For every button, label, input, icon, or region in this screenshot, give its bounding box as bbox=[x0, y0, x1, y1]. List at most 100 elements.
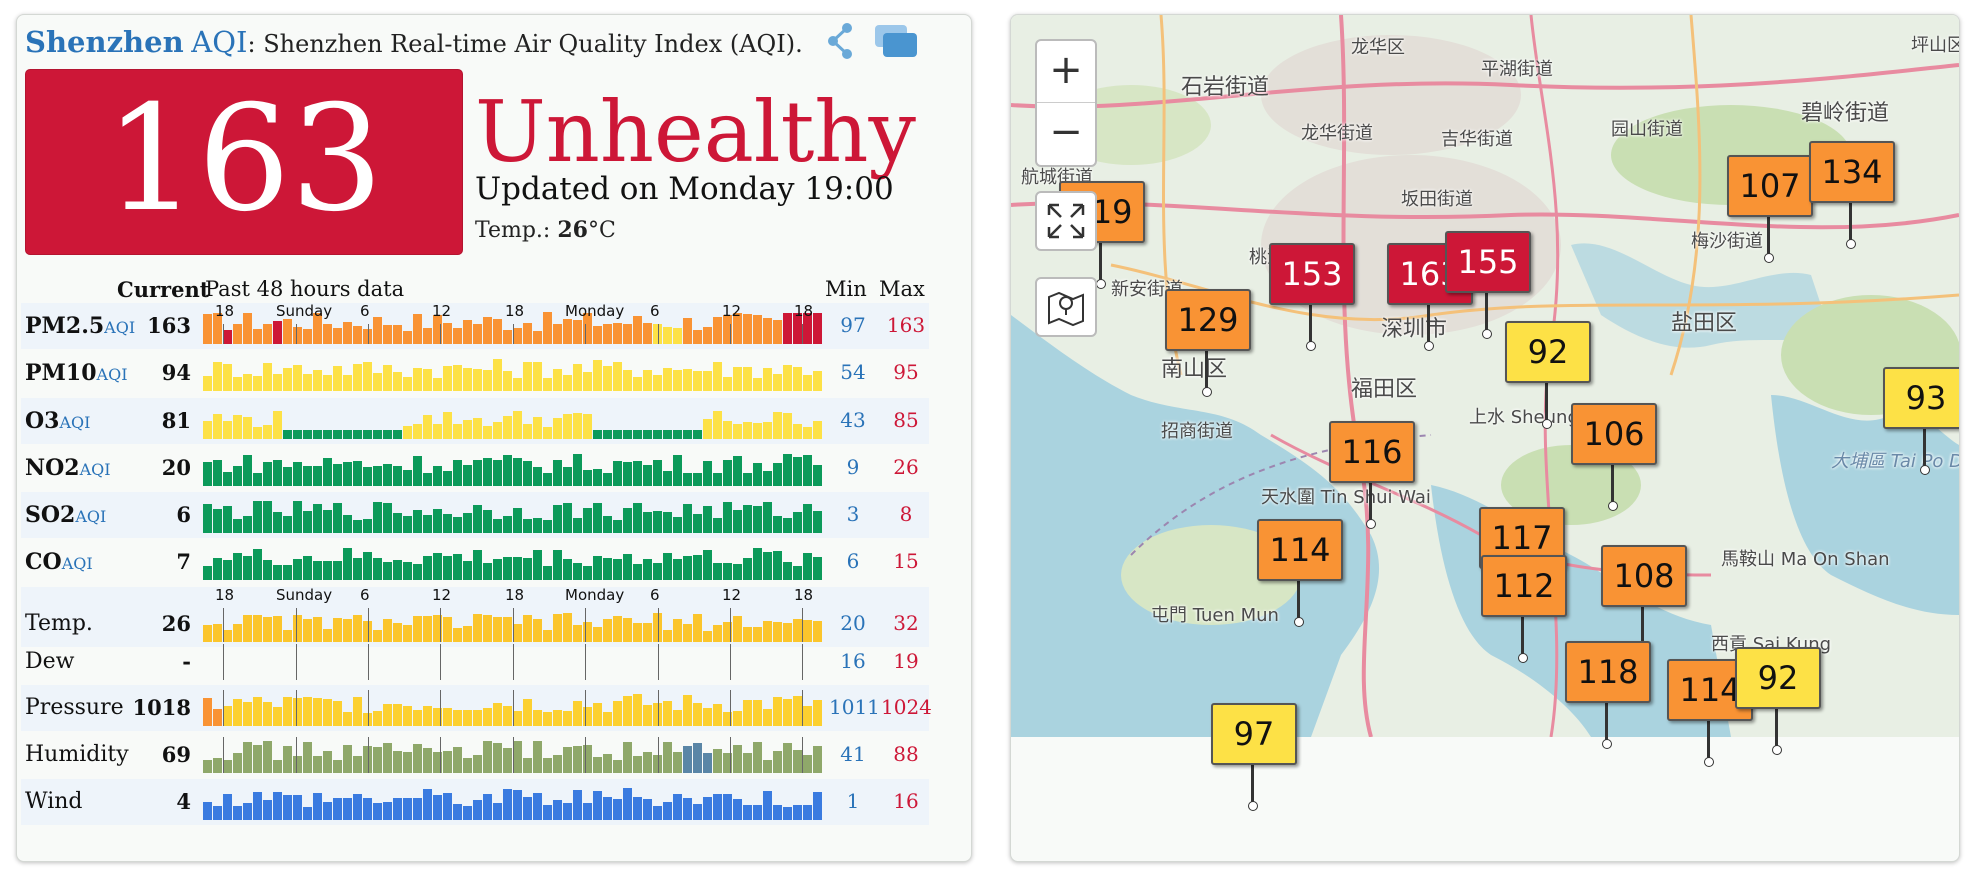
sparkline-bar bbox=[323, 699, 333, 726]
title-desc: Shenzhen Real-time Air Quality Index (AQ… bbox=[263, 30, 803, 58]
zoom-out-button[interactable]: − bbox=[1049, 109, 1083, 155]
sparkline-bar bbox=[283, 746, 293, 773]
table-row: Wind 4 1 16 bbox=[21, 779, 929, 825]
sparkline-bar bbox=[533, 710, 543, 726]
chat-icon[interactable] bbox=[873, 23, 919, 59]
sparkline-bar bbox=[773, 697, 783, 726]
sparkline-bar bbox=[563, 711, 573, 726]
sparkline-bar bbox=[643, 623, 653, 642]
tick-line bbox=[368, 608, 369, 642]
sparkline-bar bbox=[703, 631, 713, 642]
aqi-link[interactable]: AQI bbox=[191, 25, 248, 59]
sparkline-bar bbox=[313, 561, 323, 580]
sparkline-bar bbox=[523, 424, 533, 439]
sparkline-bar bbox=[453, 710, 463, 726]
sparkline-bar bbox=[713, 518, 723, 533]
sparkline-bar bbox=[283, 319, 293, 344]
sparkline-bar bbox=[463, 368, 473, 391]
fullscreen-icon bbox=[1047, 203, 1085, 239]
time-tick-label: 6 bbox=[650, 586, 660, 604]
sparkline-bar bbox=[353, 461, 363, 486]
sparkline-bar bbox=[223, 794, 233, 820]
sparkline-bar bbox=[343, 745, 353, 773]
sparkline-bar bbox=[383, 365, 393, 391]
map-place-label: 福田区 bbox=[1351, 377, 1418, 402]
sparkline-bar bbox=[363, 552, 373, 580]
row-name-text: PM10 bbox=[25, 360, 97, 386]
zoom-in-button[interactable]: + bbox=[1049, 47, 1083, 93]
sparkline-bar bbox=[553, 550, 563, 580]
tick-line bbox=[658, 737, 659, 773]
sparkline-bar bbox=[683, 556, 693, 580]
sparkline-bar bbox=[383, 704, 393, 726]
share-icon[interactable] bbox=[825, 21, 861, 61]
sparkline-bar bbox=[683, 318, 693, 344]
sparkline-bar bbox=[253, 697, 263, 726]
sparkline-bar bbox=[363, 430, 373, 439]
temp-value: 26 bbox=[557, 217, 588, 243]
sparkline-bar bbox=[793, 619, 803, 642]
sparkline-bar bbox=[553, 710, 563, 726]
sparkline-chart bbox=[203, 784, 823, 820]
sparkline-bar bbox=[303, 807, 313, 820]
tick-line bbox=[513, 608, 514, 642]
table-row: COAQI 7 6 15 bbox=[21, 539, 929, 585]
sparkline-bar bbox=[763, 760, 773, 773]
sparkline-bar bbox=[633, 316, 643, 344]
sparkline-bar bbox=[733, 799, 743, 820]
sparkline-bar bbox=[243, 556, 253, 580]
sparkline-bar bbox=[553, 460, 563, 486]
city-link[interactable]: Shenzhen bbox=[25, 25, 184, 59]
sparkline-bar bbox=[783, 365, 793, 391]
sparkline-bar bbox=[363, 519, 373, 533]
tick-line bbox=[802, 690, 803, 726]
sparkline-bar bbox=[473, 418, 483, 439]
row-name-text: Humidity bbox=[25, 742, 129, 767]
time-tick-label: Monday bbox=[565, 586, 625, 604]
row-unit: AQI bbox=[96, 365, 128, 384]
sparkline-bar bbox=[643, 323, 653, 344]
sparkline-bar bbox=[793, 805, 803, 820]
marker-pin bbox=[1427, 303, 1430, 343]
sparkline-bar bbox=[693, 473, 703, 486]
marker-pin bbox=[1611, 463, 1614, 503]
sparkline-bar bbox=[503, 371, 513, 391]
sparkline-bar bbox=[263, 324, 273, 344]
sparkline-bar bbox=[283, 368, 293, 391]
sparkline-bar bbox=[673, 794, 683, 820]
sparkline-bar bbox=[703, 797, 713, 820]
sparkline-bar bbox=[773, 622, 783, 642]
fullscreen-button[interactable] bbox=[1035, 191, 1097, 251]
sparkline-bar bbox=[363, 329, 373, 344]
sparkline-bar bbox=[693, 371, 703, 391]
sparkline-bar bbox=[803, 553, 813, 580]
sparkline-bar bbox=[743, 627, 753, 642]
sparkline-bar bbox=[773, 412, 783, 439]
sparkline-bar bbox=[783, 518, 793, 533]
sparkline-bar bbox=[793, 367, 803, 391]
sparkline-bar bbox=[503, 416, 513, 439]
tick-line bbox=[296, 690, 297, 726]
sparkline-bar bbox=[353, 615, 363, 642]
sparkline-bar bbox=[453, 628, 463, 642]
sparkline-bar bbox=[763, 552, 773, 580]
sparkline-bar bbox=[733, 745, 743, 773]
sparkline-bar bbox=[403, 752, 413, 773]
map-layers-button[interactable] bbox=[1035, 277, 1097, 337]
sparkline-bar bbox=[653, 613, 663, 642]
sparkline-bar bbox=[563, 467, 573, 486]
sparkline-bar bbox=[803, 755, 813, 773]
sparkline-bar bbox=[293, 462, 303, 486]
sparkline-bar bbox=[703, 461, 713, 486]
sparkline-bar bbox=[323, 458, 333, 486]
sparkline-bar bbox=[803, 455, 813, 486]
sparkline-bar bbox=[683, 798, 693, 820]
sparkline-bar bbox=[393, 623, 403, 642]
map-place-label: 天水圍 Tin Shui Wai bbox=[1261, 487, 1431, 508]
marker-pin bbox=[1707, 719, 1710, 759]
sparkline-bar bbox=[263, 425, 273, 439]
sparkline-bar bbox=[783, 562, 793, 580]
sparkline-bar bbox=[273, 616, 283, 642]
row-current: 1018 bbox=[132, 695, 191, 720]
temp-label: Temp.: bbox=[475, 218, 551, 243]
